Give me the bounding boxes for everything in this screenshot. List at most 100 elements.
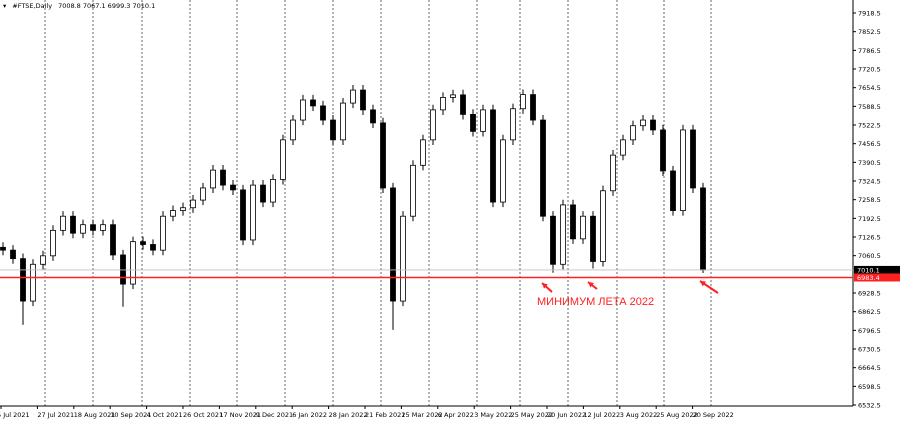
candle-body — [440, 97, 446, 111]
candle-body — [160, 215, 166, 251]
candle-body — [470, 113, 476, 132]
candle-body — [630, 125, 636, 141]
candle-body — [540, 119, 546, 217]
triangle-down-icon[interactable]: ▾ — [3, 2, 7, 10]
x-tick-label: 28 Jan 2022 — [329, 411, 368, 419]
candle-body — [380, 122, 386, 189]
y-tick-label: 7720.5 — [858, 66, 881, 74]
x-tick-label: 5 Jul 2021 — [0, 411, 30, 419]
candle-body — [60, 215, 66, 231]
y-tick-label: 7456.5 — [858, 140, 881, 148]
candle-body — [200, 187, 206, 201]
candle-body — [530, 94, 536, 121]
y-tick-label: 6598.5 — [858, 383, 881, 391]
ohlc-readout: 7008.8 7067.1 6999.3 7010.1 — [58, 2, 156, 10]
candle-body — [500, 139, 506, 203]
y-tick-label: 6862.5 — [858, 308, 881, 316]
candle-body — [620, 139, 626, 156]
candle-body — [260, 184, 266, 203]
chart-header: ▾ #FTSE,Daily 7008.8 7067.1 6999.3 7010.1 — [3, 2, 161, 10]
candle-body — [360, 89, 366, 111]
candle-body — [370, 109, 376, 124]
candle-body — [320, 105, 326, 121]
x-tick-label: 6 Apr 2022 — [438, 411, 474, 419]
candle-body — [450, 94, 456, 98]
candle-body — [350, 89, 356, 104]
current-price-badge — [854, 265, 900, 274]
x-tick-label: 20 Jun 2022 — [547, 411, 586, 419]
y-tick-label: 7918.5 — [858, 10, 881, 18]
x-tick-label: 26 Oct 2021 — [183, 411, 223, 419]
candle-body — [330, 119, 336, 141]
x-tick-label: 12 Jul 2022 — [583, 411, 620, 419]
candle-body — [40, 255, 46, 265]
y-tick-label: 6796.5 — [858, 327, 881, 335]
candle-body — [20, 258, 26, 302]
x-tick-label: 25 May 2022 — [511, 411, 553, 419]
candle-body — [0, 246, 6, 251]
candle-body — [610, 154, 616, 192]
y-tick-label: 7588.5 — [858, 103, 881, 111]
candle-body — [340, 102, 346, 141]
candle-body — [420, 139, 426, 166]
y-tick-label: 7852.5 — [858, 28, 881, 36]
candle-body — [640, 119, 646, 127]
y-tick-label: 7126.5 — [858, 234, 881, 242]
candle-body — [140, 241, 146, 245]
y-tick-label: 7324.5 — [858, 178, 881, 186]
annotation-text: МИНИМУМ ЛЕТА 2022 — [537, 296, 655, 308]
arrow-head-icon — [588, 282, 594, 288]
candle-body — [230, 184, 236, 191]
x-tick-label: 15 Mar 2022 — [401, 411, 442, 419]
candle-body — [600, 190, 606, 262]
y-tick-label: 7258.5 — [858, 196, 881, 204]
candle-body — [150, 244, 156, 251]
candle-body — [70, 215, 76, 234]
candle-body — [30, 263, 36, 302]
candle-body — [300, 99, 306, 121]
y-tick-label: 7390.5 — [858, 159, 881, 167]
current-price-label: 7010.1 — [857, 266, 880, 274]
x-tick-label: 6 Jan 2022 — [292, 411, 327, 419]
y-tick-label: 6928.5 — [858, 290, 881, 298]
x-tick-label: 17 Nov 2021 — [219, 411, 261, 419]
candle-body — [410, 164, 416, 217]
candle-body — [400, 215, 406, 302]
candle-body — [290, 119, 296, 141]
candle-body — [100, 224, 106, 231]
candle-body — [210, 169, 216, 189]
y-tick-label: 7192.5 — [858, 215, 881, 223]
candle-body — [180, 207, 186, 211]
candle-body — [310, 99, 316, 107]
candle-body — [490, 109, 496, 203]
arrow-head-icon — [700, 281, 706, 287]
candle-body — [220, 169, 226, 186]
x-tick-label: 3 May 2022 — [474, 411, 512, 419]
candle-body — [560, 204, 566, 265]
x-tick-label: 27 Jul 2021 — [37, 411, 74, 419]
candle-body — [110, 224, 116, 256]
candle-body — [10, 249, 16, 260]
y-tick-label: 6532.5 — [858, 402, 881, 410]
candle-body — [590, 215, 596, 262]
candle-body — [240, 189, 246, 241]
candle-body — [660, 129, 666, 172]
y-tick-label: 7654.5 — [858, 84, 881, 92]
x-tick-label: 21 Feb 2022 — [365, 411, 405, 419]
candle-body — [680, 129, 686, 211]
candle-body — [700, 187, 706, 271]
candle-body — [270, 179, 276, 203]
candle-body — [460, 94, 466, 115]
candle-body — [250, 184, 256, 241]
candle-body — [690, 129, 696, 189]
candle-body — [520, 94, 526, 110]
candle-body — [430, 109, 436, 141]
x-tick-label: 9 Dec 2021 — [256, 411, 293, 419]
x-tick-label: 18 Aug 2021 — [74, 411, 116, 419]
candle-body — [80, 224, 86, 234]
candle-body — [650, 119, 656, 131]
arrow-head-icon — [542, 283, 548, 289]
candle-body — [190, 199, 196, 209]
candle-body — [550, 215, 556, 265]
